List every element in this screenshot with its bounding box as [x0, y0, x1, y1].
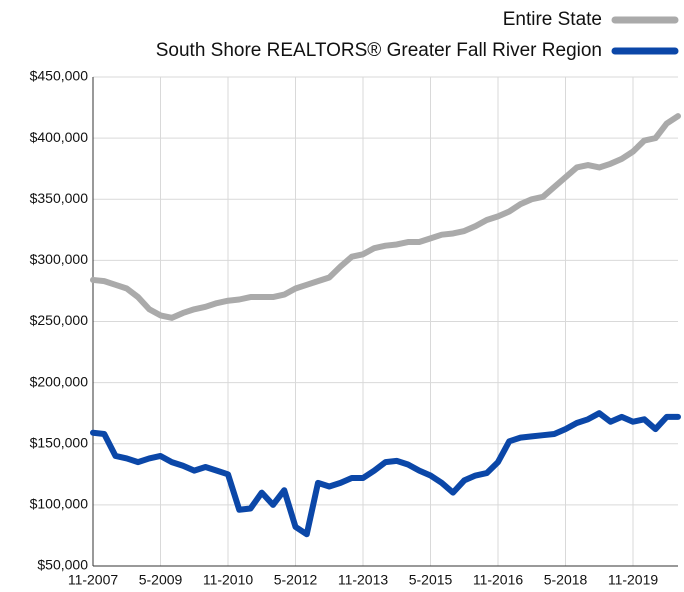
y-tick-label: $450,000 — [30, 68, 89, 84]
y-tick-label: $150,000 — [30, 434, 89, 450]
y-tick-label: $400,000 — [30, 129, 89, 145]
legend-label: Entire State — [503, 9, 602, 30]
x-tick-label: 5-2012 — [274, 572, 318, 588]
x-tick-label: 5-2018 — [544, 572, 588, 588]
y-tick-label: $200,000 — [30, 373, 89, 389]
y-tick-label: $100,000 — [30, 496, 89, 512]
y-tick-label: $350,000 — [30, 190, 89, 206]
x-tick-label: 11-2010 — [203, 572, 254, 588]
series-line — [90, 410, 681, 538]
x-tick-label: 11-2019 — [608, 572, 659, 588]
x-tick-label: 11-2016 — [473, 572, 524, 588]
y-tick-label: $250,000 — [30, 312, 89, 328]
x-tick-label: 11-2007 — [68, 572, 119, 588]
x-tick-label: 11-2013 — [338, 572, 389, 588]
series-line — [90, 113, 681, 321]
y-tick-label: $300,000 — [30, 251, 89, 267]
y-tick-label: $50,000 — [37, 557, 88, 573]
x-tick-label: 5-2015 — [409, 572, 453, 588]
x-tick-label: 5-2009 — [139, 572, 183, 588]
legend-label: South Shore REALTORS® Greater Fall River… — [156, 40, 602, 61]
